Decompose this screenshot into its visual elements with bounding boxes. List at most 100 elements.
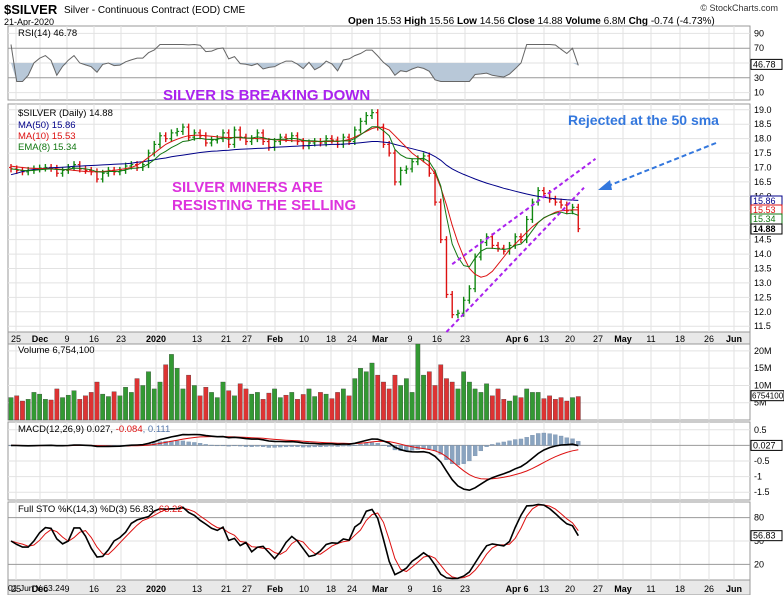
chart-subtitle: Silver - Continuous Contract (EOD) CME bbox=[64, 5, 246, 16]
volume-bar bbox=[277, 397, 283, 421]
macd-histogram-bar bbox=[209, 444, 214, 446]
x-tick-label: Dec bbox=[32, 334, 49, 344]
price-y-tick: 14.0 bbox=[754, 249, 772, 259]
volume-bar bbox=[415, 343, 421, 421]
x-tick-label: 21 bbox=[221, 334, 231, 344]
volume-bar bbox=[169, 354, 174, 421]
rsi-tag-box bbox=[750, 58, 783, 70]
macd-histogram-bar bbox=[427, 445, 432, 450]
trendline-upper bbox=[451, 158, 597, 265]
volume-bar bbox=[467, 381, 472, 421]
volume-bar bbox=[312, 396, 318, 421]
x-tick-label: 23 bbox=[460, 334, 470, 344]
sto-tag: 56.83 bbox=[753, 531, 776, 541]
volume-bar bbox=[71, 390, 77, 421]
x-tick-label: 25 bbox=[11, 334, 21, 344]
volume-bar bbox=[489, 395, 495, 421]
sto-tag-box bbox=[750, 530, 783, 542]
volume-bar bbox=[140, 385, 146, 421]
volume-bar bbox=[83, 395, 88, 421]
x-tick-label: 18 bbox=[675, 334, 685, 344]
x-tick-label-bottom: 16 bbox=[432, 584, 442, 594]
x-tick-label-bottom: 27 bbox=[593, 584, 603, 594]
volume-bar bbox=[192, 385, 197, 421]
price-y-tick: 12.0 bbox=[754, 307, 772, 317]
rsi-label: RSI(14) 46.78 bbox=[18, 28, 78, 39]
vol-y-tick: 10M bbox=[754, 380, 772, 390]
rsi-y-tick: 90 bbox=[754, 28, 764, 38]
x-tick-label: Apr 6 bbox=[505, 334, 528, 344]
price-y-tick: 18.5 bbox=[754, 119, 772, 129]
x-tick-label: 10 bbox=[299, 334, 309, 344]
volume-bar bbox=[421, 374, 426, 421]
macd-histogram-bar bbox=[346, 445, 352, 447]
volume-bar bbox=[283, 394, 289, 421]
volume-bar bbox=[478, 392, 484, 421]
volume-bar bbox=[260, 399, 266, 421]
macd-histogram-bar bbox=[518, 438, 524, 446]
volume-bar bbox=[495, 388, 501, 421]
macd-histogram-bar bbox=[381, 444, 386, 446]
volume-bar bbox=[272, 388, 277, 421]
macd-histogram-bar bbox=[490, 444, 495, 446]
volume-bar bbox=[358, 368, 363, 421]
macd-histogram-bar bbox=[444, 445, 449, 460]
macd-y-tick: -0.5 bbox=[754, 456, 770, 466]
ema8-label: EMA(8) 15.34 bbox=[18, 142, 77, 153]
vol-tag: 6754100 bbox=[752, 392, 784, 401]
x-tick-label: Jun bbox=[726, 334, 742, 344]
volume-bar bbox=[31, 392, 37, 421]
x-tick-label-bottom: 27 bbox=[242, 584, 252, 594]
macd-histogram-bar bbox=[341, 445, 346, 447]
macd-histogram-bar bbox=[387, 445, 392, 448]
x-tick-label-bottom: 24 bbox=[347, 584, 357, 594]
macd-histogram-bar bbox=[266, 445, 272, 448]
volume-bar bbox=[375, 374, 381, 421]
vol-y-tick: 20M bbox=[754, 346, 772, 356]
volume-bar bbox=[438, 364, 444, 421]
macd-tag-box bbox=[750, 439, 783, 451]
macd-histogram-bar bbox=[409, 445, 415, 451]
volume-bar bbox=[25, 399, 31, 421]
x-tick-label: Feb bbox=[267, 334, 284, 344]
x-tick-label-bottom: 23 bbox=[460, 584, 470, 594]
x-tick-label: 26 bbox=[704, 334, 714, 344]
volume-bar bbox=[346, 395, 352, 421]
price-y-tick: 19.0 bbox=[754, 105, 772, 115]
ma50-line bbox=[10, 141, 579, 201]
volume-bar bbox=[203, 387, 209, 421]
volume-bar bbox=[530, 392, 535, 421]
macd-histogram-bar bbox=[323, 445, 329, 447]
annotation-breaking-down: SILVER IS BREAKING DOWN bbox=[163, 87, 371, 104]
price-tag: 14.88 bbox=[753, 224, 776, 234]
volume-bar bbox=[484, 383, 489, 421]
volume-bar bbox=[541, 398, 547, 421]
price-y-tick: 17.0 bbox=[754, 162, 772, 172]
volume-bar bbox=[20, 400, 25, 421]
x-tick-label: 9 bbox=[407, 334, 412, 344]
volume-bar bbox=[518, 397, 524, 421]
volume-bar bbox=[306, 388, 312, 421]
volume-bar bbox=[575, 396, 581, 421]
price-label: $SILVER (Daily) 14.88 bbox=[18, 108, 113, 119]
volume-bar bbox=[392, 374, 398, 421]
volume-bar bbox=[157, 381, 163, 421]
macd-y-tick: -1 bbox=[754, 472, 762, 482]
macd-label: MACD(12,26,9) 0.027, -0.084, 0.111 bbox=[18, 424, 170, 435]
x-tick-label: 2020 bbox=[146, 334, 166, 344]
x-tick-label: 11 bbox=[646, 334, 655, 344]
macd-histogram-bar bbox=[215, 445, 220, 447]
ema8-line bbox=[10, 126, 579, 268]
x-tick-label: 27 bbox=[593, 334, 603, 344]
ohlc-summary: Open 15.53 High 15.56 Low 14.56 Close 14… bbox=[348, 16, 715, 27]
x-tick-label-bottom: 23 bbox=[116, 584, 126, 594]
price-tag-box bbox=[750, 223, 783, 235]
vol-tag-box bbox=[750, 390, 784, 402]
macd-histogram-bar bbox=[175, 440, 180, 446]
x-tick-label-bottom: Feb bbox=[267, 584, 284, 594]
macd-histogram-bar bbox=[238, 445, 243, 447]
volume-bar bbox=[512, 395, 518, 421]
macd-histogram-bar bbox=[495, 442, 501, 446]
sto-label-a: Full STO %K(14,3) %D(3) bbox=[18, 504, 130, 515]
macd-histogram-bar bbox=[364, 443, 369, 446]
